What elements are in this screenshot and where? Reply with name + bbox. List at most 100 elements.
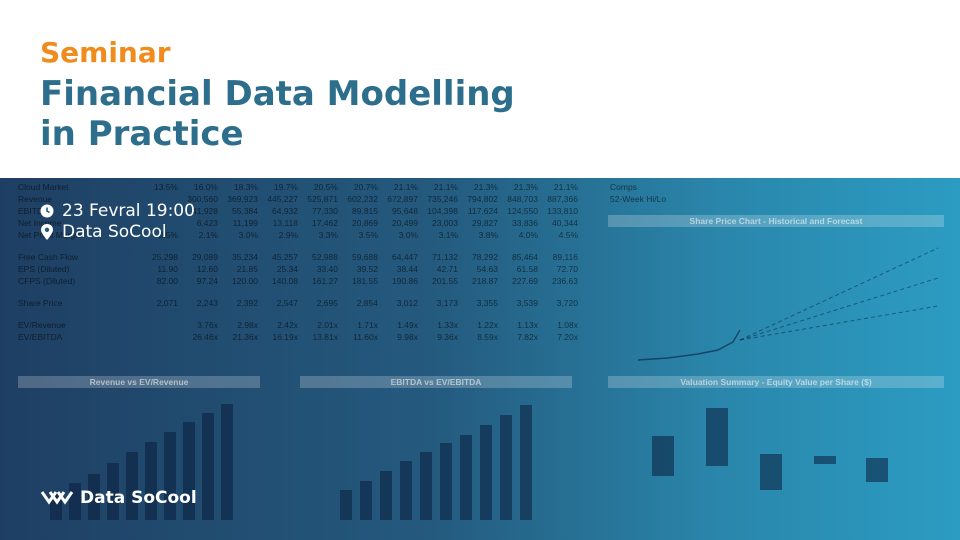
table-cell: 236.63 (552, 276, 578, 286)
table-cell: 2.5% (158, 230, 178, 240)
table-cell: 21.1% (393, 182, 418, 192)
rev-bar-chart (50, 398, 240, 520)
table-row: Share Price 2,071 2,243 2,392 2,547 2,695 2,85… (18, 298, 578, 310)
table-cell: 2.9% (278, 230, 298, 240)
table-cell: 133,810 (547, 206, 578, 216)
row-label: EPS (Diluted) (18, 264, 70, 274)
table-cell: 72.70 (556, 264, 578, 274)
table-cell: 2,392 (236, 298, 258, 308)
table-row: EBITDA 41,928 55,384 64,932 77,330 89,815 95,6… (18, 206, 578, 218)
table-cell: 11.60x (353, 332, 378, 342)
table-row: Cloud Market 13.5% 16.0% 18.3% 19.7% 20.5% 20.… (18, 182, 578, 194)
table-cell: 11.90 (157, 264, 178, 274)
table-cell: 20,869 (352, 218, 378, 228)
table-cell: 445,227 (267, 194, 298, 204)
table-cell: 3.8% (478, 230, 498, 240)
background-table: Cloud Market 13.5% 16.0% 18.3% 19.7% 20.5% 20.… (18, 182, 578, 344)
bar (183, 422, 195, 520)
table-row: EPS (Diluted) 11.90 12.60 21.85 25.34 33.40 39… (18, 264, 578, 276)
table-cell: 9.98x (397, 332, 418, 342)
row-label: EBITDA (18, 206, 49, 216)
table-cell: 17,462 (312, 218, 338, 228)
table-cell (142, 332, 178, 344)
bar (480, 424, 493, 520)
table-cell: 20,499 (392, 218, 418, 228)
table-cell: 672,897 (387, 194, 418, 204)
table-cell: 52,988 (312, 252, 338, 262)
bar (69, 483, 81, 520)
table-cell: 1.08x (557, 320, 578, 330)
table-cell: 227.69 (512, 276, 538, 286)
table-cell: 89,116 (552, 252, 578, 262)
table-cell: 887,366 (547, 194, 578, 204)
table-cell: 161.27 (312, 276, 338, 286)
row-label: EV/Revenue (18, 320, 66, 330)
table-cell: 369,923 (227, 194, 258, 204)
table-cell: 1.71x (357, 320, 378, 330)
table-cell: 19.7% (273, 182, 298, 192)
bar (164, 432, 176, 520)
background-spreadsheet: Cloud Market 13.5% 16.0% 18.3% 19.7% 20.5% 20.… (0, 178, 960, 540)
bar (360, 480, 373, 520)
table-cell: 85,464 (512, 252, 538, 262)
table-cell: 3,012 (396, 298, 418, 308)
table-row: Revenue 300,560 369,923 445,227 525,871 602,2… (18, 194, 578, 206)
valuation-bar-2 (706, 408, 728, 466)
ghost-comps-label: Comps (610, 182, 637, 192)
table-cell: 55,384 (232, 206, 258, 216)
table-cell: 20.7% (353, 182, 378, 192)
table-cell: 64,932 (272, 206, 298, 216)
table-cell: 26.46x (192, 332, 218, 342)
table-cell: 13,118 (272, 218, 298, 228)
data-socool-logo-icon (40, 491, 74, 505)
table-cell: 16.19x (272, 332, 298, 342)
table-cell: 300,560 (187, 194, 218, 204)
table-cell: 2,695 (316, 298, 338, 308)
table-cell: 3.76x (197, 320, 218, 330)
valuation-bar-3 (760, 454, 782, 490)
event-location: Data SoCool (40, 222, 167, 242)
table-cell: 77,330 (312, 206, 338, 216)
table-cell: 9.36x (437, 332, 458, 342)
title-line-2: in Practice (40, 114, 244, 154)
table-cell: 2,071 (156, 298, 178, 308)
table-cell: 97.24 (196, 276, 218, 286)
bar (400, 461, 413, 520)
bar (126, 451, 138, 520)
valuation-bar-5 (866, 458, 888, 482)
table-cell: 21.85 (236, 264, 258, 274)
ebitda-ev-panel-title: EBITDA vs EV/EBITDA (300, 376, 572, 388)
table-cell: 21.36x (232, 332, 258, 342)
table-cell: 2,854 (356, 298, 378, 308)
bar (107, 462, 119, 520)
table-cell: 42.71 (436, 264, 458, 274)
table-cell: 8.59x (477, 332, 498, 342)
header: Seminar Financial Data Modelling in Prac… (0, 0, 960, 178)
table-cell: 2.42x (277, 320, 298, 330)
bar (145, 441, 157, 520)
row-label: CFPS (Diluted) (18, 276, 76, 286)
table-cell: 39.52 (356, 264, 378, 274)
row-label: Revenue (18, 194, 53, 204)
row-label: Share Price (18, 298, 63, 308)
bar (500, 415, 513, 520)
table-cell: 12.60 (196, 264, 218, 274)
table-cell: 20.5% (313, 182, 338, 192)
event-datetime: 23 Fevral 19:00 (40, 201, 195, 221)
table-cell: 95,648 (392, 206, 418, 216)
table-cell (142, 320, 178, 332)
table-cell: 117,624 (467, 206, 498, 216)
table-cell: 140.08 (272, 276, 298, 286)
table-cell: 4.5% (558, 230, 578, 240)
table-cell: 3,539 (516, 298, 538, 308)
table-cell: 41,928 (192, 206, 218, 216)
table-cell: 45,257 (272, 252, 298, 262)
row-label: Free Cash Flow (18, 252, 78, 262)
seminar-label: Seminar (40, 36, 171, 69)
table-cell: 2.1% (198, 230, 218, 240)
row-label: EV/EBITDA (18, 332, 63, 342)
bar (88, 473, 100, 520)
table-cell: 13.5% (153, 182, 178, 192)
table-cell: 3.1% (438, 230, 458, 240)
table-cell: 3.0% (398, 230, 418, 240)
